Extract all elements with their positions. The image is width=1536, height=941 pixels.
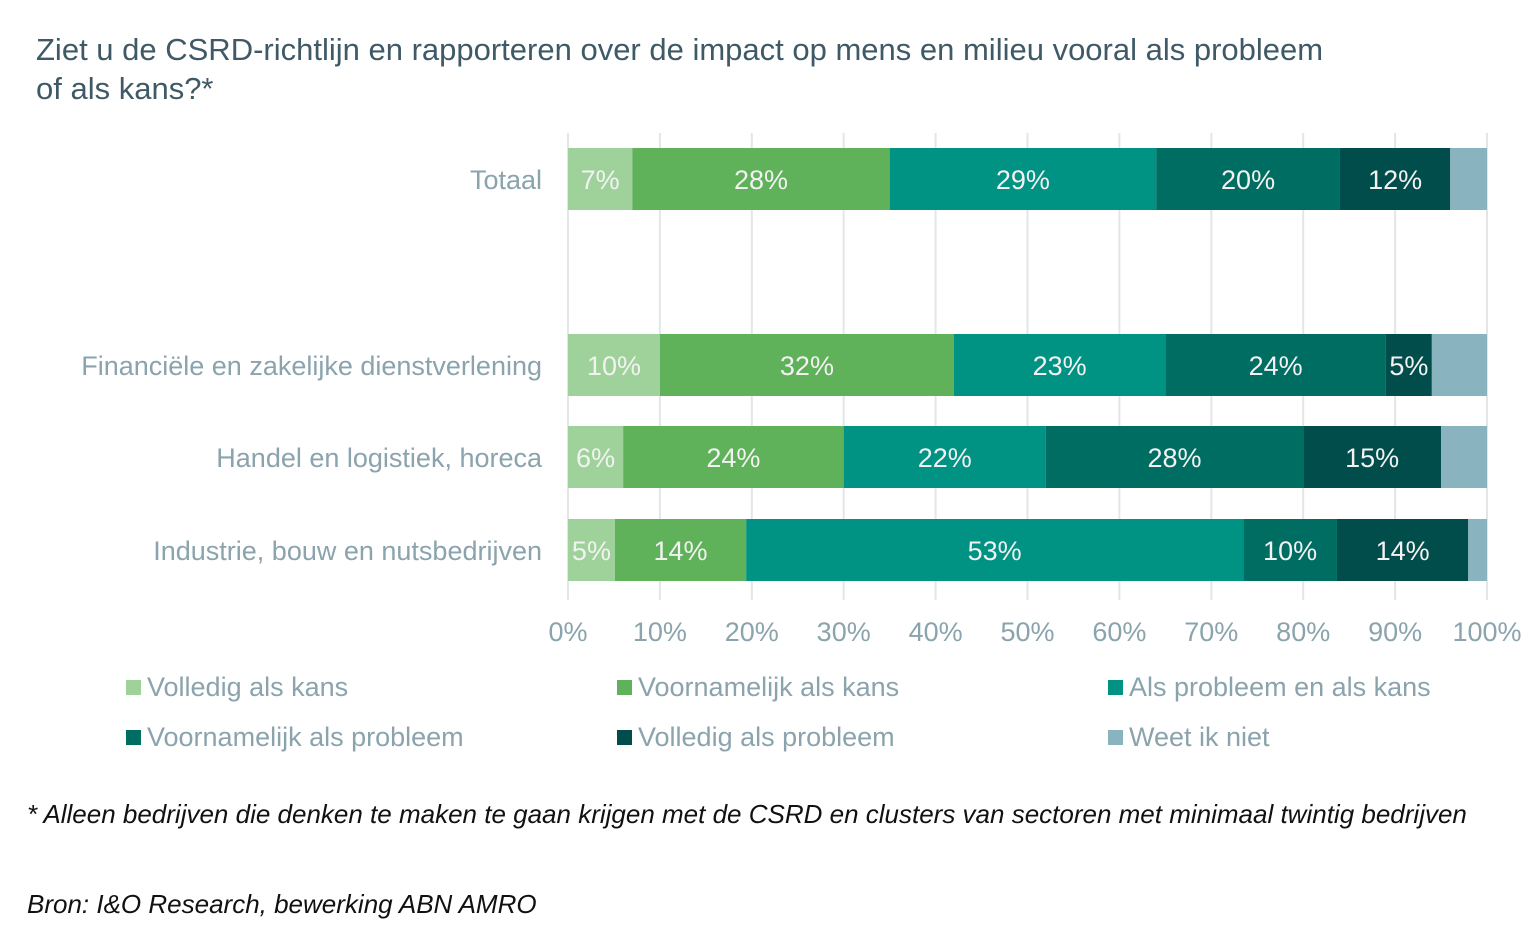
data-label: 28%: [1148, 443, 1202, 473]
data-label: 20%: [1221, 165, 1275, 195]
bar-segment: [1385, 334, 1432, 396]
bar-segment: [1441, 426, 1487, 488]
x-tick-label: 40%: [909, 617, 963, 647]
x-tick-label: 100%: [1452, 617, 1521, 647]
data-label: 29%: [996, 165, 1050, 195]
x-tick-label: 10%: [633, 617, 687, 647]
data-label: 14%: [1376, 536, 1430, 566]
data-label: 10%: [587, 351, 641, 381]
data-label: 14%: [654, 536, 708, 566]
bar-segment: [1156, 148, 1340, 210]
data-label: 10%: [1263, 536, 1317, 566]
bar-segment: [843, 426, 1046, 488]
footnote: * Alleen bedrijven die denken te maken t…: [27, 799, 1467, 829]
x-tick-label: 20%: [725, 617, 779, 647]
legend-swatch: [1108, 730, 1123, 745]
legend-swatch: [1108, 680, 1123, 695]
x-tick-label: 60%: [1092, 617, 1146, 647]
legend-label: Als probleem en als kans: [1129, 672, 1431, 702]
bar-segment: [1165, 334, 1386, 396]
data-label: 24%: [706, 443, 760, 473]
legend-label: Volledig als probleem: [638, 722, 895, 752]
bar-segment: [1450, 148, 1487, 210]
data-label: 7%: [581, 165, 620, 195]
legend-label: Volledig als kans: [147, 672, 349, 702]
data-label: 12%: [1368, 165, 1422, 195]
bar-segment: [568, 334, 660, 396]
x-tick-label: 0%: [548, 617, 587, 647]
bar-segment: [659, 334, 954, 396]
legend-item: Volledig als kans: [126, 672, 348, 703]
x-tick-label: 30%: [817, 617, 871, 647]
legend-item: Als probleem en als kans: [1108, 672, 1431, 703]
data-label: 32%: [780, 351, 834, 381]
data-label: 15%: [1345, 443, 1399, 473]
legend-swatch: [617, 680, 632, 695]
bar-segment: [1243, 519, 1337, 581]
legend-item: Voornamelijk als probleem: [126, 722, 464, 753]
data-label: 24%: [1249, 351, 1303, 381]
legend-item: Volledig als probleem: [617, 722, 895, 753]
data-label: 53%: [968, 536, 1022, 566]
legend-swatch: [126, 680, 141, 695]
bar-segment: [568, 426, 624, 488]
bar-segment: [1336, 519, 1469, 581]
bar-segment: [889, 148, 1157, 210]
data-label: 23%: [1033, 351, 1087, 381]
category-label: Totaal: [470, 165, 542, 195]
bar-segment: [1468, 519, 1487, 581]
source-note: Bron: I&O Research, bewerking ABN AMRO: [27, 889, 537, 919]
bar-segment: [614, 519, 747, 581]
data-label: 28%: [734, 165, 788, 195]
bar-segment: [568, 519, 615, 581]
data-label: 5%: [1389, 351, 1428, 381]
legend-label: Weet ik niet: [1129, 722, 1270, 752]
legend-item: Weet ik niet: [1108, 722, 1270, 753]
category-label: Industrie, bouw en nutsbedrijven: [153, 536, 542, 566]
x-tick-label: 80%: [1276, 617, 1330, 647]
bar-segment: [1045, 426, 1304, 488]
legend-label: Voornamelijk als probleem: [147, 722, 464, 752]
category-label: Handel en logistiek, horeca: [216, 443, 543, 473]
category-label: Financiële en zakelijke dienstverlening: [81, 351, 542, 381]
legend-item: Voornamelijk als kans: [617, 672, 899, 703]
data-label: 22%: [918, 443, 972, 473]
bar-segment: [1431, 334, 1487, 396]
bar-segment: [1339, 148, 1451, 210]
legend-swatch: [126, 730, 141, 745]
legend-label: Voornamelijk als kans: [638, 672, 900, 702]
x-tick-label: 70%: [1184, 617, 1238, 647]
bar-segment: [623, 426, 844, 488]
x-tick-label: 50%: [1000, 617, 1054, 647]
bar-segment: [746, 519, 1244, 581]
bar-segment: [632, 148, 890, 210]
bar-segment: [1303, 426, 1442, 488]
data-label: 6%: [576, 443, 615, 473]
bar-segment: [953, 334, 1166, 396]
legend-swatch: [617, 730, 632, 745]
data-label: 5%: [572, 536, 611, 566]
chart-title: Ziet u de CSRD-richtlijn en rapporteren …: [36, 32, 1324, 106]
x-tick-label: 90%: [1368, 617, 1422, 647]
bar-segment: [568, 148, 633, 210]
